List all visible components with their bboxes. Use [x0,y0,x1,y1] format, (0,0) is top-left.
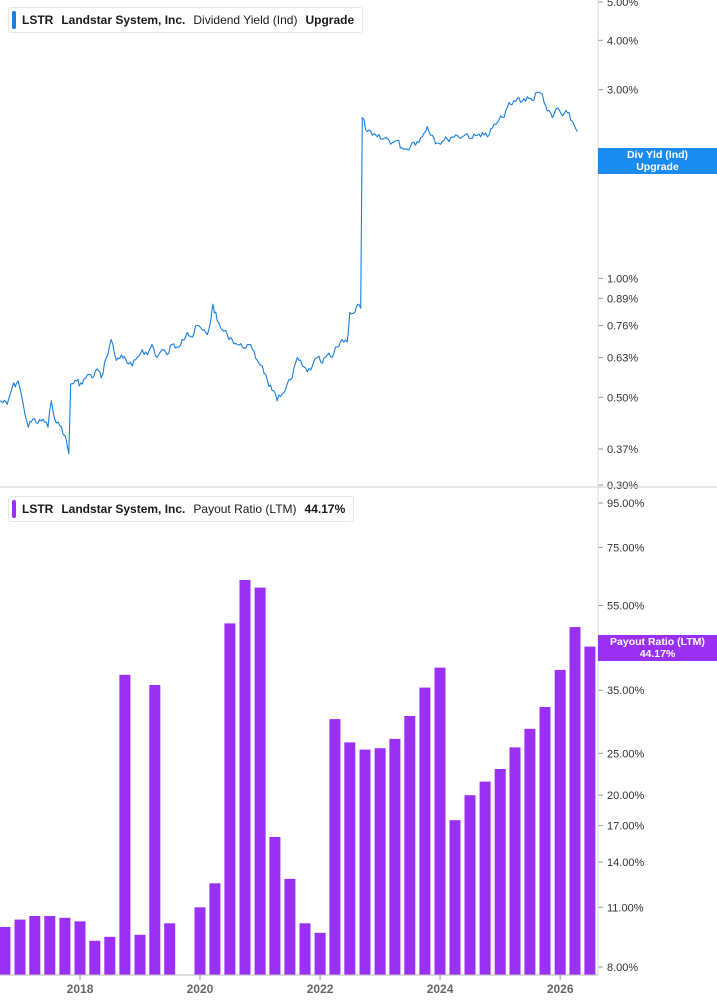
payout-bar [239,580,251,975]
x-tick-label: 2026 [547,982,574,996]
payout-bar [149,685,161,975]
top-y-tick-label: 0.76% [607,320,638,332]
bottom-y-tick-label: 17.00% [607,821,645,833]
payout-bar [134,934,146,975]
payout-bar [0,927,11,975]
bottom-legend-value: 44.17% [304,502,346,516]
top-y-tick-label: 0.30% [607,480,638,492]
top-y-tick-label: 5.00% [607,0,638,9]
x-tick-label: 2024 [427,982,454,996]
dividend-yield-line [0,91,578,455]
payout-bar [404,716,416,975]
payout-bar [374,748,386,975]
payout-bar [494,769,506,975]
payout-bar [479,781,491,975]
bottom-legend-ticker: LSTR [22,502,54,516]
bottom-axis-value-tag: Payout Ratio (LTM) 44.17% [598,635,717,661]
payout-bar [14,919,26,975]
payout-bar [59,917,71,975]
payout-ratio-bars [0,580,596,975]
top-y-tick-label: 4.00% [607,35,638,47]
bottom-legend: LSTR Landstar System, Inc. Payout Ratio … [8,496,355,522]
payout-bar [269,837,281,975]
bottom-y-tick-label: 14.00% [607,857,645,869]
bottom-y-tick-label: 25.00% [607,748,645,760]
top-y-axis: 5.00% 4.00% 3.00% 1.00% 0.89% 0.76% 0.63% 0.50%… [598,0,638,492]
bottom-tag-line1: Payout Ratio (LTM) [610,636,705,648]
bottom-y-tick-label: 35.00% [607,685,645,697]
dividend-yield-series-line [0,91,578,455]
top-y-tick-label: 0.50% [607,392,638,404]
payout-bar [524,728,536,975]
payout-bar [554,669,566,975]
bottom-y-tick-label: 11.00% [607,902,644,914]
x-tick-label: 2022 [307,982,334,996]
bottom-legend-metric: Payout Ratio (LTM) [193,502,297,516]
top-legend-company: Landstar System, Inc. [61,13,186,27]
top-y-tick-label: 3.00% [607,85,638,97]
payout-bar [194,907,206,975]
top-y-tick-label: 1.00% [607,273,638,285]
bottom-legend-swatch [12,500,16,518]
bottom-y-tick-label: 75.00% [607,542,645,554]
top-tag-line2: Upgrade [636,161,679,173]
top-legend-swatch [12,11,16,29]
payout-bar [89,940,101,975]
payout-bar [44,916,56,975]
payout-bar [449,820,461,975]
payout-bar [359,749,371,975]
bottom-tag-line2: 44.17% [639,648,676,660]
top-tag-line1: Div Yld (Ind) [626,149,689,161]
payout-bar [314,932,326,975]
payout-bar [119,674,131,975]
payout-bar [509,747,521,975]
payout-bar [434,667,446,975]
top-legend-metric: Dividend Yield (Ind) [193,13,298,27]
payout-bar [329,719,341,975]
payout-bar [104,936,116,975]
payout-bar [464,795,476,975]
payout-bar [584,646,596,975]
bottom-y-tick-label: 8.00% [607,962,638,974]
bottom-y-axis: 95.00% 75.00% 55.00% 35.00% 25.00% 20.00% 17.0… [598,498,645,974]
top-y-tick-label: 0.37% [607,444,638,456]
payout-bar [344,742,356,975]
bottom-y-tick-label: 20.00% [607,790,645,802]
top-legend-value[interactable]: Upgrade [305,13,355,27]
bottom-y-tick-label: 55.00% [607,600,645,612]
top-legend-ticker: LSTR [22,13,54,27]
payout-bar [284,878,296,975]
payout-bar [29,916,41,975]
payout-bar [419,687,431,975]
payout-bar [254,587,266,975]
x-axis: 2018 2020 2022 2024 2026 [67,975,574,996]
payout-bar [74,921,86,975]
payout-bar [164,923,176,975]
top-axis-value-tag[interactable]: Div Yld (Ind) Upgrade [598,148,717,174]
top-y-tick-label: 0.63% [607,353,638,365]
bottom-legend-company: Landstar System, Inc. [61,502,186,516]
top-y-tick-label: 0.89% [607,293,638,305]
payout-bar [224,623,236,975]
payout-bar [389,738,401,975]
bottom-y-tick-label: 95.00% [607,498,645,510]
payout-bar [539,707,551,975]
top-legend: LSTR Landstar System, Inc. Dividend Yiel… [8,7,364,33]
x-tick-label: 2020 [187,982,214,996]
x-tick-label: 2018 [67,982,94,996]
payout-bar [209,883,221,975]
payout-bar [299,923,311,975]
payout-bar [569,627,581,975]
